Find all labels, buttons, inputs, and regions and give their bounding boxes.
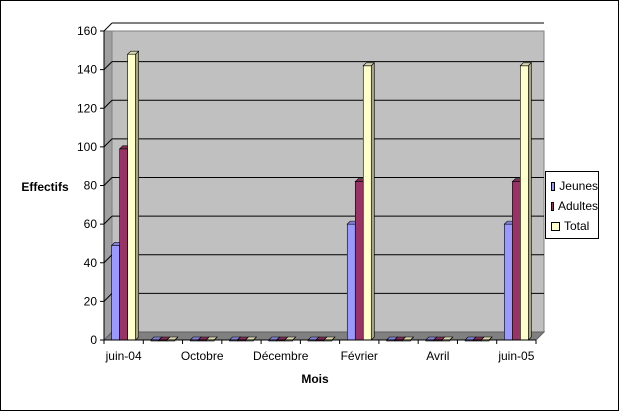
- bars: [110, 50, 533, 342]
- x-tick-label: juin-04: [105, 349, 142, 363]
- x-tick-label: Décembre: [253, 349, 309, 363]
- bar-side: [174, 336, 179, 341]
- bar-face: [127, 53, 136, 341]
- gridline-diagonal: [103, 177, 113, 186]
- legend-item: Jeunes: [551, 176, 598, 196]
- gridline-diagonal: [103, 22, 113, 32]
- side-wall: [103, 30, 113, 342]
- bar-side: [331, 336, 336, 341]
- bar-side: [449, 336, 454, 341]
- y-tick-label: 20: [84, 294, 98, 308]
- y-tick-label: 40: [84, 256, 98, 270]
- bar-face: [111, 245, 120, 341]
- bar-face: [119, 148, 128, 341]
- gridline-diagonal: [103, 99, 113, 109]
- bar-side: [135, 50, 139, 341]
- legend-item: Adultes: [551, 196, 598, 216]
- bar: [362, 62, 375, 341]
- y-tick-label: 80: [84, 179, 98, 193]
- bar-face: [512, 181, 521, 341]
- x-tick-label: Octobre: [181, 349, 224, 363]
- bar-side: [292, 336, 296, 341]
- bar-side: [488, 336, 493, 341]
- y-tick-label: 0: [90, 333, 97, 347]
- legend-swatch: [551, 181, 556, 191]
- y-tick-labels: 0 20 40 60 80 100 120 140 160: [77, 24, 104, 347]
- legend-label: Total: [564, 219, 590, 233]
- legend-swatch: [551, 201, 554, 211]
- y-tick-label: 60: [84, 217, 98, 231]
- gridline-diagonal: [103, 254, 113, 264]
- bar-face: [346, 223, 356, 341]
- bar-side: [370, 62, 375, 341]
- y-tick-label: 160: [77, 24, 97, 38]
- bar: [126, 50, 140, 341]
- back-wall: [111, 30, 545, 333]
- y-tick-label: 100: [77, 140, 97, 154]
- x-tick-label: Février: [341, 349, 378, 363]
- legend-label: Adultes: [557, 199, 598, 213]
- y-tick-label: 140: [77, 63, 97, 77]
- x-tick-labels: juin-04 Octobre Décembre Février Avril juin-0…: [103, 340, 537, 363]
- gridline-diagonal: [103, 215, 113, 225]
- gridlines: [103, 22, 544, 302]
- gridline-diagonal: [103, 61, 113, 70]
- bar: [519, 62, 533, 341]
- gridline-diagonal: [103, 138, 113, 148]
- y-tick-label: 120: [77, 101, 97, 115]
- x-tick-label: juin-05: [497, 349, 534, 363]
- bar-side: [528, 62, 532, 341]
- y-axis-title: Effectifs: [21, 180, 69, 194]
- gridline-diagonal: [103, 293, 113, 302]
- legend-item: Total: [551, 216, 598, 236]
- bar-side: [410, 336, 414, 341]
- legend-swatch: [551, 221, 560, 231]
- bar-face: [520, 65, 529, 341]
- bar-face: [504, 223, 513, 341]
- legend: Jeunes Adultes Total: [545, 171, 599, 239]
- x-axis-title: Mois: [301, 372, 329, 386]
- bar-face: [354, 181, 364, 341]
- bar-side: [253, 336, 257, 341]
- bar-face: [362, 65, 372, 341]
- x-tick-label: Avril: [426, 349, 449, 363]
- legend-label: Jeunes: [559, 179, 598, 193]
- bar-side: [213, 336, 218, 341]
